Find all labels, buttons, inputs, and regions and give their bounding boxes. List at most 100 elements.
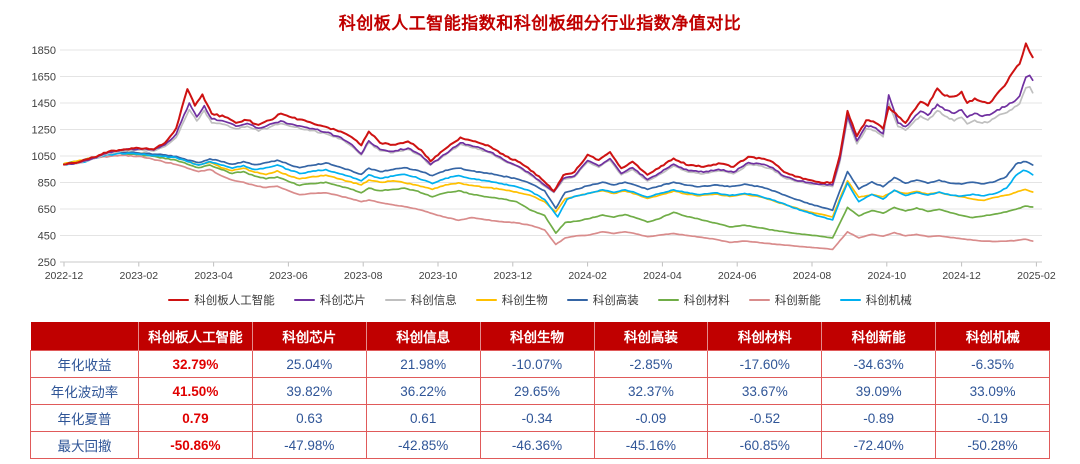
chart-legend: 科创板人工智能 科创芯片 科创信息 科创生物 科创高装 科创材料 科创新能 科创机械 (0, 292, 1080, 308)
stats-row-2: 年化夏普 0.79 0.63 0.61 -0.34 -0.09 -0.52 -0.89 -0.1… (30, 404, 1050, 432)
stats-cell: 33.67% (707, 377, 823, 405)
series-line-5 (63, 152, 1034, 239)
x-axis-label: 2023-04 (194, 270, 233, 282)
x-axis-label: 2024-12 (942, 270, 981, 282)
stats-cell: -17.60% (707, 350, 823, 378)
stats-cell: 25.04% (251, 350, 367, 378)
stats-cell: -0.34 (479, 404, 595, 432)
x-axis-label: 2023-08 (344, 270, 383, 282)
chart-title: 科创板人工智能指数和科创板细分行业指数净值对比 (338, 14, 742, 33)
legend-line-swatch-icon (748, 298, 770, 302)
y-axis-label: 450 (38, 231, 56, 243)
stats-cell: 32.79% (138, 350, 253, 378)
y-axis-label: 250 (38, 257, 56, 269)
x-axis-label: 2024-08 (793, 270, 832, 282)
stats-column-header-3: 科创生物 (479, 322, 594, 351)
x-axis-label: 2023-06 (269, 270, 308, 282)
legend-label: 科创生物 (501, 295, 548, 307)
stats-cell: -42.85% (365, 431, 481, 459)
stats-cell: 33.09% (935, 377, 1050, 405)
legend-label: 科创板人工智能 (194, 295, 275, 307)
stats-cell: -60.85% (707, 431, 823, 459)
legend-label: 科创材料 (683, 295, 730, 307)
x-axis-label: 2022-12 (45, 270, 84, 282)
stats-cell: -50.28% (935, 431, 1050, 459)
stats-row-1: 年化波动率 41.50% 39.82% 36.22% 29.65% 32.37% 33.67… (30, 377, 1050, 405)
legend-line-swatch-icon (475, 298, 497, 302)
legend-label: 科创高装 (592, 295, 639, 307)
legend-item-5: 科创材料 (657, 292, 730, 308)
legend-label: 科创新能 (774, 295, 821, 307)
stats-row-label: 年化波动率 (30, 377, 139, 405)
x-axis-label: 2025-02 (1017, 270, 1056, 282)
stats-cell: -0.09 (593, 404, 709, 432)
stats-cell: 21.98% (365, 350, 481, 378)
stats-cell: -72.40% (821, 431, 937, 459)
legend-item-0: 科创板人工智能 (168, 292, 275, 308)
y-axis-label: 1650 (32, 72, 56, 84)
stats-row-label: 年化夏普 (30, 404, 139, 432)
series-line-1 (63, 74, 1034, 193)
y-axis-label: 1250 (32, 125, 56, 137)
y-axis-label: 1850 (32, 45, 56, 57)
x-axis-label: 2024-02 (568, 270, 607, 282)
x-axis-label: 2023-10 (419, 270, 458, 282)
legend-line-swatch-icon (384, 298, 406, 302)
series-line-0 (63, 42, 1034, 193)
x-axis-label: 2024-06 (718, 270, 757, 282)
stats-cell: -34.63% (821, 350, 937, 378)
legend-line-swatch-icon (168, 298, 190, 302)
x-axis-label: 2024-04 (643, 270, 682, 282)
stats-row-0: 年化收益 32.79% 25.04% 21.98% -10.07% -2.85% -17.6… (30, 350, 1050, 378)
stats-cell: -46.36% (479, 431, 595, 459)
series-line-7 (63, 152, 1034, 221)
stats-cell: -0.19 (935, 404, 1050, 432)
legend-label: 科创机械 (865, 295, 912, 307)
stats-cell: -47.98% (251, 431, 367, 459)
stats-cell: 41.50% (138, 377, 253, 405)
stats-column-header-7: 科创机械 (935, 322, 1050, 351)
stats-header-row: 科创板人工智能 科创芯片 科创信息 科创生物 科创高装 科创材料 科创新能 科创机械 (30, 322, 1050, 351)
legend-item-2: 科创信息 (384, 292, 457, 308)
stats-column-header-6: 科创新能 (821, 322, 936, 351)
legend-label: 科创芯片 (319, 295, 366, 307)
y-axis-label: 850 (38, 178, 56, 190)
x-axis-label: 2023-02 (120, 270, 159, 282)
stats-cell: 39.82% (251, 377, 367, 405)
stats-cell: -50.86% (138, 431, 253, 459)
stats-table-header: 科创板人工智能 科创芯片 科创信息 科创生物 科创高装 科创材料 科创新能 科创机械 (30, 322, 1050, 351)
stats-cell: -45.16% (593, 431, 709, 459)
stats-cell: -6.35% (935, 350, 1050, 378)
stats-column-header-2: 科创信息 (365, 322, 481, 351)
stats-cell: 29.65% (479, 377, 595, 405)
legend-item-7: 科创机械 (839, 292, 912, 308)
legend-line-swatch-icon (566, 298, 588, 302)
legend-label: 科创信息 (410, 295, 457, 307)
stats-column-header-1: 科创芯片 (251, 322, 367, 351)
stats-cell: -0.52 (707, 404, 823, 432)
stats-cell: -2.85% (593, 350, 709, 378)
stats-row-3: 最大回撤 -50.86% -47.98% -42.85% -46.36% -45.16% -… (30, 431, 1050, 459)
legend-item-1: 科创芯片 (293, 292, 366, 308)
stats-cell: 39.09% (821, 377, 937, 405)
stats-column-header-4: 科创高装 (593, 322, 708, 351)
stats-cell: 0.61 (365, 404, 481, 432)
stats-cell: 0.79 (138, 404, 253, 432)
stats-cell: 36.22% (365, 377, 481, 405)
stats-cell: 32.37% (593, 377, 709, 405)
y-axis-label: 1450 (32, 98, 56, 110)
series-line-4 (63, 151, 1034, 212)
stats-cell: -0.89 (821, 404, 937, 432)
y-axis-label: 1050 (32, 151, 56, 163)
stats-cell: -10.07% (479, 350, 595, 378)
series-line-6 (63, 154, 1034, 251)
stats-column-header-0: 科创板人工智能 (138, 322, 253, 351)
legend-item-4: 科创高装 (566, 292, 639, 308)
stats-row-label: 年化收益 (30, 350, 139, 378)
x-axis-label: 2024-10 (868, 270, 907, 282)
net-value-line-chart: 250 450 650 850 1050 1250 1450 1650 1850 2022-12 2… (32, 42, 1056, 282)
legend-line-swatch-icon (839, 298, 861, 302)
legend-line-swatch-icon (293, 298, 315, 302)
legend-item-6: 科创新能 (748, 292, 821, 308)
stats-cell: 0.63 (251, 404, 367, 432)
